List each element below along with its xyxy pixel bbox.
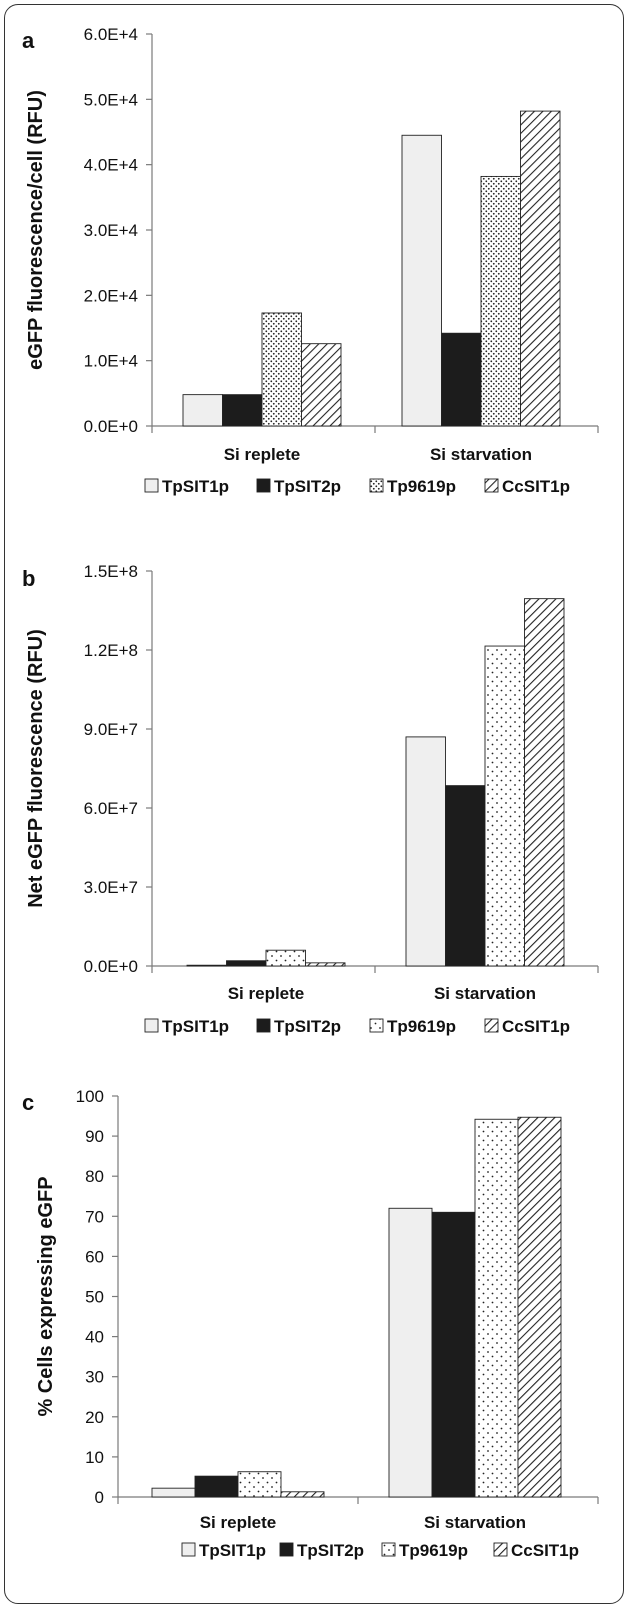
y-tick-label: 1.5E+8: [84, 562, 138, 581]
bar-tp9619p-si-starvation: [484, 645, 525, 967]
x-category-label: Si replete: [228, 984, 305, 1003]
legend-label-tp9619p: Tp9619p: [399, 1541, 468, 1560]
legend: TpSIT1p TpSIT2p Tp9619p CcSIT1p: [144, 477, 570, 496]
bar-ccsit1p-si-replete: [305, 962, 346, 967]
x-category-label: Si replete: [224, 445, 301, 464]
bar-tp9619p-si-replete: [261, 312, 302, 427]
legend-swatch-tp9619p: [381, 1542, 396, 1557]
legend-label-ccsit1p: CcSIT1p: [502, 477, 570, 496]
legend-swatch-tpsit1p: [181, 1542, 196, 1557]
legend-swatch-ccsit1p: [484, 478, 499, 493]
bar-ccsit1p-si-replete: [301, 343, 342, 427]
legend-label-ccsit1p: CcSIT1p: [502, 1017, 570, 1036]
bar-tpsit2p-si-replete: [194, 1475, 239, 1498]
y-tick-label: 9.0E+7: [84, 720, 138, 739]
x-category-label: Si starvation: [430, 445, 532, 464]
panel-letter-b: b: [22, 566, 35, 591]
chart-panel-c: c % Cells expressing eGFP 0 10 20 30 40 50 60 70 8…: [22, 1087, 599, 1560]
y-tick-label: 0.0E+0: [84, 417, 138, 436]
y-tick-label: 50: [85, 1288, 104, 1307]
legend-label-tpsit1p: TpSIT1p: [162, 477, 229, 496]
bar-ccsit1p-si-starvation: [524, 598, 565, 967]
y-tick-label: 20: [85, 1408, 104, 1427]
bar-tp9619p-si-replete: [265, 949, 306, 967]
legend-label-tpsit2p: TpSIT2p: [297, 1541, 364, 1560]
y-tick-label: 6.0E+7: [84, 799, 138, 818]
legend: TpSIT1p TpSIT2p Tp9619p CcSIT1p: [144, 1017, 570, 1036]
bar-tpsit1p-si-starvation: [405, 736, 446, 967]
y-tick-label: 60: [85, 1247, 104, 1266]
bar-ccsit1p-si-replete: [280, 1491, 325, 1498]
legend-swatch-tpsit2p: [256, 478, 271, 493]
legend-swatch-tpsit2p: [279, 1542, 294, 1557]
legend-swatch-tp9619p: [369, 1018, 384, 1033]
bar-ccsit1p-si-starvation: [520, 110, 561, 427]
bar-ccsit1p-si-starvation: [517, 1116, 562, 1498]
legend-label-tpsit1p: TpSIT1p: [199, 1541, 266, 1560]
y-tick-label: 90: [85, 1127, 104, 1146]
bar-tpsit2p-si-starvation: [445, 785, 486, 967]
bar-tpsit1p-si-starvation: [401, 134, 442, 427]
y-tick-label: 2.0E+4: [84, 286, 138, 305]
legend-swatch-tpsit1p: [144, 478, 159, 493]
y-tick-label: 6.0E+4: [84, 25, 138, 44]
legend-swatch-tpsit1p: [144, 1018, 159, 1033]
bar-tpsit1p-si-replete: [186, 964, 227, 967]
legend-label-tpsit2p: TpSIT2p: [274, 1017, 341, 1036]
bar-tpsit1p-si-replete: [182, 394, 223, 427]
legend-swatch-ccsit1p: [493, 1542, 508, 1557]
y-tick-label: 4.0E+4: [84, 156, 138, 175]
bar-tpsit2p-si-starvation: [431, 1211, 476, 1498]
x-category-label: Si starvation: [434, 984, 536, 1003]
y-axis-label: Net eGFP fluorescence (RFU): [25, 629, 47, 908]
legend-label-ccsit1p: CcSIT1p: [511, 1541, 579, 1560]
bar-tp9619p-si-replete: [237, 1471, 282, 1498]
panel-letter-a: a: [22, 28, 35, 53]
y-tick-label: 40: [85, 1328, 104, 1347]
y-tick-label: 80: [85, 1167, 104, 1186]
bar-tp9619p-si-starvation: [480, 175, 521, 427]
legend-swatch-ccsit1p: [484, 1018, 499, 1033]
y-tick-label: 1.2E+8: [84, 641, 138, 660]
legend-swatch-tpsit2p: [256, 1018, 271, 1033]
y-tick-label: 5.0E+4: [84, 90, 138, 109]
bar-tpsit2p-si-replete: [222, 394, 263, 427]
y-tick-label: 3.0E+4: [84, 221, 138, 240]
chart-panel-a: a eGFP fluorescence/cell (RFU) 0.0E+0 1.0E+…: [22, 25, 599, 496]
legend-label-tpsit1p: TpSIT1p: [162, 1017, 229, 1036]
legend: TpSIT1p TpSIT2p Tp9619p CcSIT1p: [181, 1541, 579, 1560]
y-tick-label: 30: [85, 1368, 104, 1387]
x-category-label: Si starvation: [424, 1513, 526, 1532]
chart-panel-b: b Net eGFP fluorescence (RFU) 0.0E+0 3.0E+7…: [22, 562, 599, 1036]
legend-label-tp9619p: Tp9619p: [387, 1017, 456, 1036]
y-axis-label: eGFP fluorescence/cell (RFU): [25, 90, 47, 370]
bar-tpsit2p-si-starvation: [441, 332, 482, 427]
y-tick-label: 100: [76, 1087, 104, 1106]
y-axis-label: % Cells expressing eGFP: [35, 1176, 57, 1416]
panel-letter-c: c: [22, 1090, 34, 1115]
bar-tpsit1p-si-starvation: [388, 1207, 433, 1498]
legend-swatch-tp9619p: [369, 478, 384, 493]
y-tick-label: 3.0E+7: [84, 878, 138, 897]
bar-tp9619p-si-starvation: [474, 1118, 519, 1498]
y-tick-label: 0: [95, 1488, 104, 1507]
y-tick-label: 70: [85, 1207, 104, 1226]
y-tick-label: 1.0E+4: [84, 352, 138, 371]
y-tick-label: 10: [85, 1448, 104, 1467]
x-category-label: Si replete: [200, 1513, 277, 1532]
y-tick-label: 0.0E+0: [84, 957, 138, 976]
bar-tpsit1p-si-replete: [151, 1487, 196, 1498]
legend-label-tp9619p: Tp9619p: [387, 477, 456, 496]
legend-label-tpsit2p: TpSIT2p: [274, 477, 341, 496]
bar-tpsit2p-si-replete: [226, 960, 267, 967]
